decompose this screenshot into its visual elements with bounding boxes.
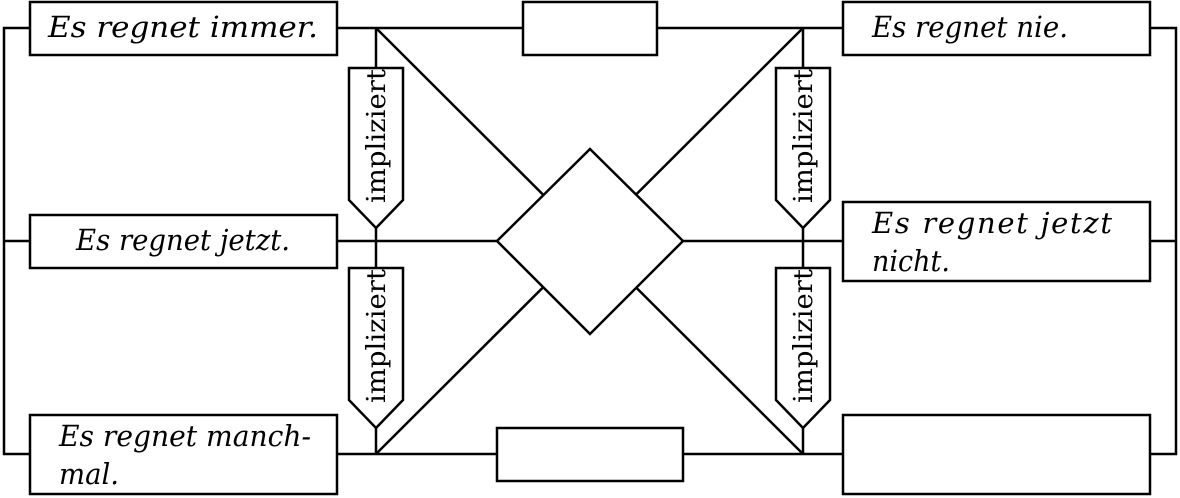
box-middle-left-text: Es regnet jetzt. [75,223,290,257]
box-top-center [521,0,659,57]
box-bottom-left: Es regnet manch- mal. [28,413,339,496]
box-bottom-left-text-line2: mal. [59,457,119,491]
arrow-lower-right-implies: impliziert [774,266,832,430]
arrow-lower-left-implies: impliziert [347,266,405,430]
arrow-upper-left-label: impliziert [362,68,392,203]
box-middle-right-text-line1: Es regnet jetzt [871,206,1112,240]
box-top-right: Es regnet nie. [841,0,1152,57]
box-middle-right: Es regnet jetzt nicht. [841,200,1152,283]
box-top-left: Es regnet immer. [28,0,339,57]
box-bottom-left-text-line1: Es regnet manch- [58,419,311,453]
box-top-left-text: Es regnet immer. [47,10,318,44]
box-top-right-text: Es regnet nie. [871,10,1068,44]
center-diamond [495,147,685,336]
arrow-lower-right-label: impliziert [789,268,819,403]
box-bottom-center [495,426,685,483]
box-bottom-right [841,413,1152,496]
box-middle-right-text-line2: nicht. [872,244,950,278]
arrow-lower-left-label: impliziert [362,268,392,403]
arrow-upper-right-implies: impliziert [774,66,832,230]
box-middle-left: Es regnet jetzt. [28,213,339,270]
arrow-upper-left-implies: impliziert [347,66,405,230]
arrow-upper-right-label: impliziert [789,68,819,203]
